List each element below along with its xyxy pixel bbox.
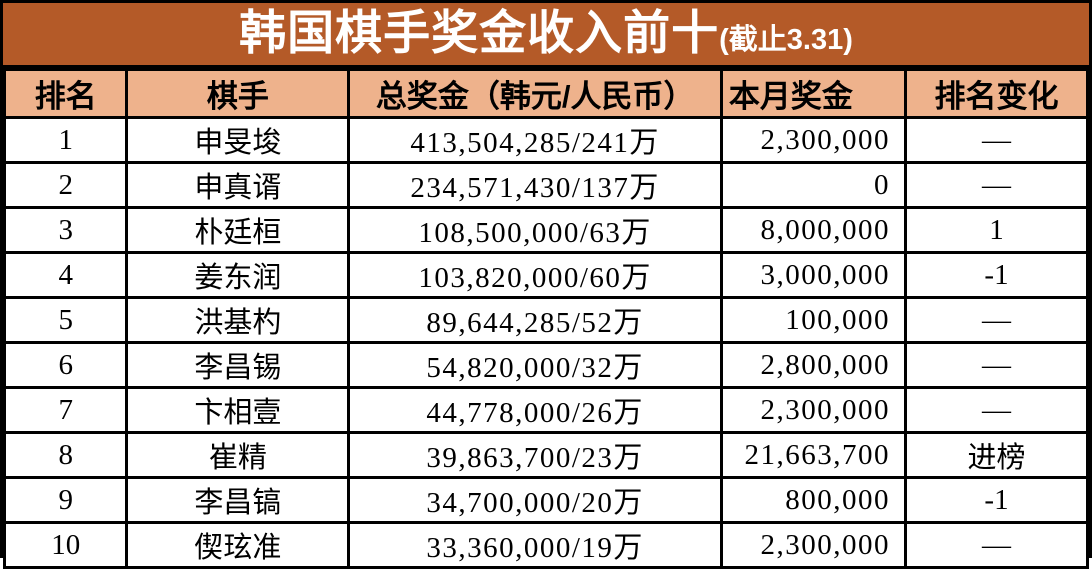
month-prize-cell: 8,000,000 (719, 206, 908, 254)
rank-cell: 3 (2, 206, 129, 254)
total-prize-cell: 89,644,285/52万 (347, 296, 723, 344)
column-header-month-prize: 本月奖金 (719, 68, 908, 119)
rank-change-cell: -1 (904, 251, 1089, 299)
table-body: 1 申旻埈 413,504,285/241万 2,300,000 — 2 申真谞… (2, 116, 1089, 569)
rank-change-cell: — (904, 116, 1089, 164)
rank-cell: 8 (2, 431, 129, 479)
table-row: 7 卞相壹 44,778,000/26万 2,300,000 — (2, 386, 1089, 434)
player-cell: 申旻埈 (125, 116, 351, 164)
total-prize-cell: 33,360,000/19万 (347, 521, 723, 569)
month-prize-cell: 21,663,700 (719, 431, 908, 479)
rank-cell: 5 (2, 296, 129, 344)
rank-change-cell: — (904, 521, 1089, 569)
rank-cell: 2 (2, 161, 129, 209)
rank-cell: 4 (2, 251, 129, 299)
rank-change-cell: — (904, 341, 1089, 389)
total-prize-cell: 234,571,430/137万 (347, 161, 723, 209)
total-prize-cell: 39,863,700/23万 (347, 431, 723, 479)
month-prize-cell: 800,000 (719, 476, 908, 524)
player-cell: 姜东润 (125, 251, 351, 299)
total-prize-cell: 103,820,000/60万 (347, 251, 723, 299)
rank-change-cell: -1 (904, 476, 1089, 524)
rank-cell: 10 (2, 521, 129, 569)
month-prize-cell: 2,800,000 (719, 341, 908, 389)
month-prize-cell: 3,000,000 (719, 251, 908, 299)
player-cell: 朴廷桓 (125, 206, 351, 254)
header-row: 排名 棋手 总奖金（韩元/人民币） 本月奖金 排名变化 (2, 68, 1089, 119)
rank-change-cell: 1 (904, 206, 1089, 254)
table-header: 排名 棋手 总奖金（韩元/人民币） 本月奖金 排名变化 (2, 68, 1089, 119)
column-header-rank: 排名 (2, 68, 129, 119)
total-prize-cell: 44,778,000/26万 (347, 386, 723, 434)
table-row: 8 崔精 39,863,700/23万 21,663,700 进榜 (2, 431, 1089, 479)
table-row: 5 洪基杓 89,644,285/52万 100,000 — (2, 296, 1089, 344)
rank-cell: 6 (2, 341, 129, 389)
page-title: 韩国棋手奖金收入前十 (239, 6, 720, 59)
prize-table: 排名 棋手 总奖金（韩元/人民币） 本月奖金 排名变化 1 申旻埈 413,50… (2, 68, 1089, 569)
rank-change-cell: — (904, 386, 1089, 434)
title-bar: 韩国棋手奖金收入前十(截止3.31) (3, 3, 1089, 68)
total-prize-cell: 413,504,285/241万 (347, 116, 723, 164)
rank-change-cell: 进榜 (904, 431, 1089, 479)
title-date-suffix: (截止3.31) (719, 24, 853, 56)
total-prize-cell: 54,820,000/32万 (347, 341, 723, 389)
rank-change-cell: — (904, 161, 1089, 209)
month-prize-cell: 0 (719, 161, 908, 209)
table-row: 2 申真谞 234,571,430/137万 0 — (2, 161, 1089, 209)
rank-cell: 1 (2, 116, 129, 164)
player-cell: 偰玹准 (125, 521, 351, 569)
column-header-rank-change: 排名变化 (904, 68, 1089, 119)
table-row: 1 申旻埈 413,504,285/241万 2,300,000 — (2, 116, 1089, 164)
player-cell: 申真谞 (125, 161, 351, 209)
total-prize-cell: 34,700,000/20万 (347, 476, 723, 524)
table-row: 9 李昌镐 34,700,000/20万 800,000 -1 (2, 476, 1089, 524)
table-row: 3 朴廷桓 108,500,000/63万 8,000,000 1 (2, 206, 1089, 254)
month-prize-cell: 100,000 (719, 296, 908, 344)
month-prize-cell: 2,300,000 (719, 386, 908, 434)
player-cell: 崔精 (125, 431, 351, 479)
column-header-total-prize: 总奖金（韩元/人民币） (347, 68, 723, 119)
table-row: 4 姜东润 103,820,000/60万 3,000,000 -1 (2, 251, 1089, 299)
player-cell: 卞相壹 (125, 386, 351, 434)
month-prize-cell: 2,300,000 (719, 116, 908, 164)
rank-change-cell: — (904, 296, 1089, 344)
player-cell: 李昌锡 (125, 341, 351, 389)
player-cell: 洪基杓 (125, 296, 351, 344)
column-header-player: 棋手 (125, 68, 351, 119)
table-row: 10 偰玹准 33,360,000/19万 2,300,000 — (2, 521, 1089, 569)
rank-cell: 7 (2, 386, 129, 434)
month-prize-cell: 2,300,000 (719, 521, 908, 569)
player-cell: 李昌镐 (125, 476, 351, 524)
table-row: 6 李昌锡 54,820,000/32万 2,800,000 — (2, 341, 1089, 389)
rank-cell: 9 (2, 476, 129, 524)
total-prize-cell: 108,500,000/63万 (347, 206, 723, 254)
